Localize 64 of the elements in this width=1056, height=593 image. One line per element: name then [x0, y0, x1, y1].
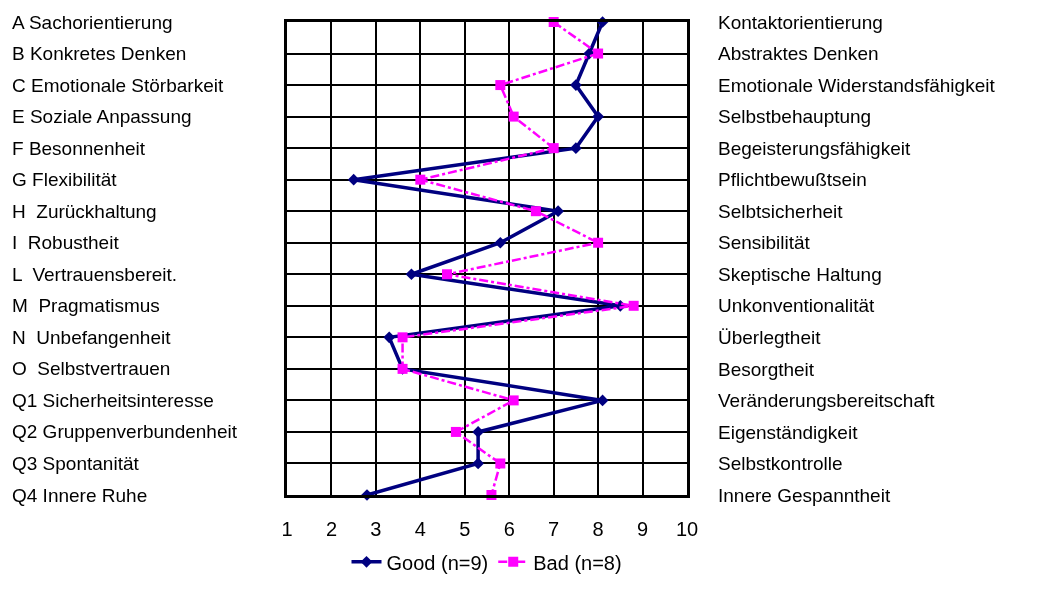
y2-tick-label: Veränderungsbereitschaft — [718, 390, 936, 412]
y2-tick-label: Pflichtbewußtsein — [718, 169, 867, 191]
point — [570, 142, 582, 154]
y-tick-label: B Konkretes Denken — [12, 43, 187, 64]
y-tick-label: Q3 Spontanität — [12, 453, 140, 474]
y-tick-label: Q1 Sicherheitsinteresse — [12, 390, 214, 411]
y2-tick-label: Skeptische Haltung — [718, 263, 882, 285]
y-tick-label: A Sachorientierung — [12, 12, 173, 33]
legend-label: Bad (n=8) — [533, 551, 622, 574]
y-tick-label: G Flexibilität — [12, 169, 118, 190]
y-tick-label: Q2 Gruppenverbundenheit — [12, 421, 238, 442]
point — [548, 143, 559, 154]
x-tick-label: 6 — [503, 517, 515, 540]
y-tick-label: H Zurückhaltung — [12, 201, 157, 222]
y2-tick-label: Überlegtheit — [718, 326, 822, 348]
y2-tick-label: Selbstkontrolle — [718, 453, 843, 475]
y2-tick-label: Kontaktorientierung — [718, 11, 883, 33]
point — [450, 426, 461, 437]
y2-tick-label: Selbtsicherheit — [718, 200, 844, 222]
y2-tick-label: Unkonventionalität — [718, 295, 876, 317]
y2-tick-label: Eigenständigkeit — [718, 421, 859, 443]
point — [472, 426, 484, 438]
y-tick-label: N Unbefangenheit — [12, 327, 172, 348]
point — [442, 269, 452, 280]
point — [593, 237, 604, 248]
y-tick-label: C Emotionale Störbarkeit — [12, 75, 224, 96]
x-tick-label: 3 — [370, 517, 382, 540]
y2-tick-label: Begeisterungsfähigkeit — [718, 137, 911, 159]
legend-label: Good (n=9) — [386, 551, 489, 574]
y-tick-label: E Soziale Anpassung — [12, 106, 192, 127]
y-tick-label: L Vertrauensbereit. — [12, 264, 178, 285]
y-tick-label: O Selbstvertrauen — [12, 358, 171, 379]
point — [508, 111, 519, 122]
x-tick-label: 4 — [414, 517, 426, 540]
y2-tick-label: Innere Gespanntheit — [718, 484, 891, 506]
point — [570, 79, 582, 91]
x-tick-label: 10 — [675, 517, 699, 540]
x-tick-label: 8 — [592, 517, 604, 540]
point — [472, 457, 484, 470]
y2-tick-label: Abstraktes Denken — [718, 43, 879, 65]
point — [628, 300, 639, 311]
y-tick-label: F Besonnenheit — [12, 138, 146, 159]
point — [495, 80, 506, 91]
y-tick-label: M Pragmatismus — [12, 295, 160, 316]
point — [592, 110, 604, 123]
point — [495, 458, 506, 469]
point — [530, 206, 541, 217]
y-tick-label: Q4 Innere Ruhe — [12, 485, 148, 506]
y2-tick-label: Selbstbehauptung — [718, 106, 872, 128]
x-tick-label: 1 — [281, 517, 293, 540]
point — [397, 332, 408, 343]
x-tick-label: 9 — [637, 517, 649, 540]
point — [494, 236, 507, 249]
y2-tick-label: Besorgtheit — [718, 358, 815, 380]
point — [593, 48, 604, 59]
x-tick-label: 7 — [548, 517, 560, 540]
y2-tick-label: Sensibilität — [718, 232, 811, 254]
point — [415, 174, 426, 185]
point — [508, 395, 519, 406]
y-tick-label: I Robustheit — [12, 232, 120, 253]
x-tick-label: 5 — [459, 517, 471, 540]
x-tick-label: 2 — [325, 517, 337, 540]
point — [383, 331, 396, 344]
y2-tick-label: Emotionale Widerstandsfähigkeit — [718, 74, 996, 96]
